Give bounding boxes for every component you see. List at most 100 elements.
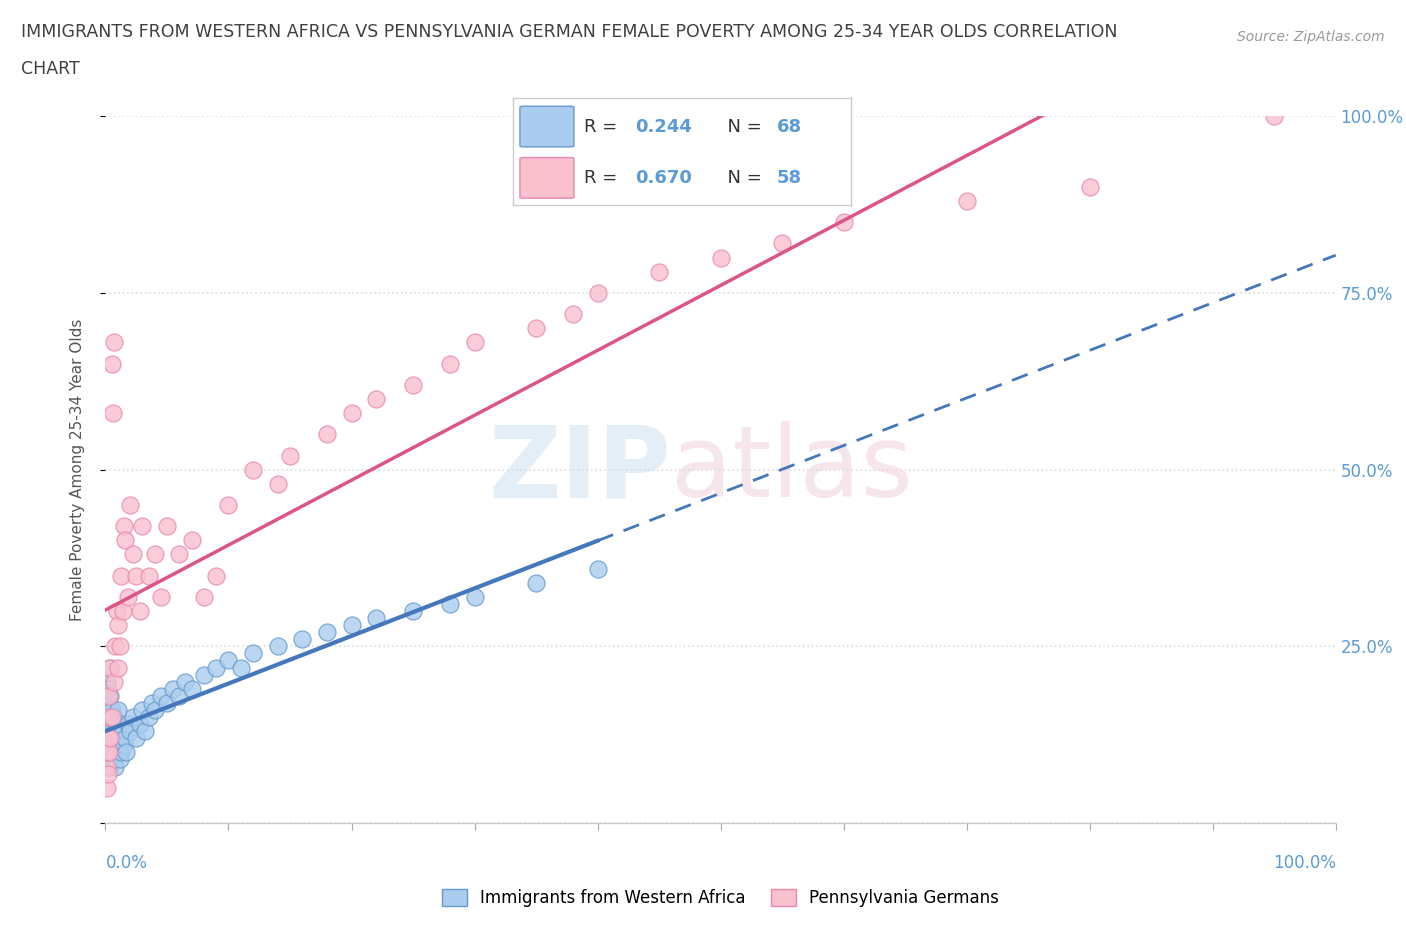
Point (125, 731, 148, 746)
Point (291, 631, 314, 646)
Text: 0.0%: 0.0% (105, 854, 148, 872)
Point (110, 717, 132, 732)
Point (96, 745, 118, 760)
Point (149, 688, 172, 703)
Point (98, 737, 122, 752)
Point (464, 335, 486, 350)
Point (104, 724, 127, 738)
Point (107, 731, 129, 746)
Point (105, 604, 128, 618)
Point (103, 674, 125, 689)
Point (138, 710, 160, 724)
Point (104, 759, 127, 774)
Point (464, 590, 486, 604)
Point (110, 752, 132, 767)
Point (114, 533, 136, 548)
Point (97, 682, 120, 697)
Text: 58: 58 (776, 169, 801, 187)
Text: 68: 68 (776, 117, 801, 136)
Point (96, 717, 118, 732)
Text: 0.244: 0.244 (634, 117, 692, 136)
Point (98, 660, 122, 675)
Point (120, 724, 141, 738)
Point (97, 745, 120, 760)
Point (162, 682, 184, 697)
Point (98, 717, 122, 732)
Point (402, 378, 425, 392)
Text: R =: R = (583, 169, 623, 187)
Text: IMMIGRANTS FROM WESTERN AFRICA VS PENNSYLVANIA GERMAN FEMALE POVERTY AMONG 25-34: IMMIGRANTS FROM WESTERN AFRICA VS PENNSY… (21, 23, 1118, 41)
Point (218, 653, 240, 668)
Point (242, 462, 264, 477)
Point (117, 717, 139, 732)
Point (105, 717, 128, 732)
Point (98, 688, 121, 703)
Point (100, 745, 122, 760)
Point (129, 604, 152, 618)
Point (111, 604, 134, 618)
FancyBboxPatch shape (520, 157, 574, 198)
Point (648, 264, 671, 279)
Point (366, 392, 388, 406)
Point (439, 356, 461, 371)
Point (107, 660, 129, 675)
Point (562, 307, 585, 322)
Point (98, 745, 121, 760)
Point (101, 752, 124, 767)
Point (110, 568, 132, 583)
Point (149, 590, 172, 604)
Point (100, 702, 122, 717)
Point (366, 611, 388, 626)
Point (105, 745, 128, 760)
Point (125, 568, 148, 583)
Point (180, 533, 202, 548)
Text: 0.670: 0.670 (634, 169, 692, 187)
Point (205, 568, 228, 583)
Point (143, 702, 166, 717)
Point (340, 405, 363, 420)
Point (103, 710, 125, 724)
Point (242, 646, 264, 661)
Text: N =: N = (716, 169, 768, 187)
Point (100, 724, 122, 738)
Point (98, 731, 121, 746)
Point (956, 193, 979, 208)
Point (229, 660, 252, 675)
Point (121, 547, 143, 562)
Legend: Immigrants from Western Africa, Pennsylvania Germans: Immigrants from Western Africa, Pennsylv… (436, 883, 1005, 913)
Point (315, 625, 337, 640)
Point (100, 356, 122, 371)
Text: N =: N = (716, 117, 768, 136)
Point (98, 710, 121, 724)
Point (117, 590, 139, 604)
Point (193, 667, 215, 682)
Point (586, 286, 609, 300)
Point (98, 759, 121, 774)
Point (120, 498, 141, 512)
Point (108, 737, 131, 752)
Point (98, 688, 122, 703)
Point (205, 660, 228, 675)
Point (100, 710, 122, 724)
Point (524, 321, 547, 336)
Point (278, 448, 301, 463)
Point (97, 710, 120, 724)
Point (98, 731, 122, 746)
Point (96, 737, 118, 752)
Point (169, 688, 191, 703)
Point (110, 639, 132, 654)
Point (315, 427, 337, 442)
Point (112, 737, 135, 752)
Point (402, 604, 425, 618)
Point (107, 618, 129, 632)
Point (96, 696, 118, 711)
Point (143, 547, 166, 562)
Point (267, 476, 290, 491)
Point (96, 674, 118, 689)
Point (97, 724, 120, 738)
Point (770, 236, 793, 251)
Text: R =: R = (583, 117, 623, 136)
Point (138, 568, 160, 583)
Text: CHART: CHART (21, 60, 80, 78)
Point (97, 731, 120, 746)
